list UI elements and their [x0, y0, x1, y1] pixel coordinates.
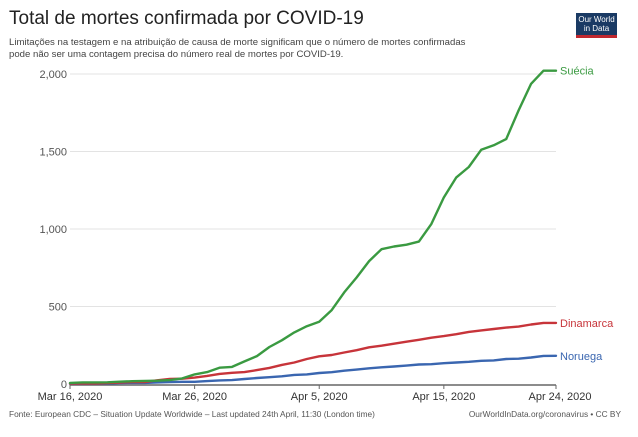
logo-line-1: Our World	[578, 15, 615, 24]
y-tick-label: 500	[49, 302, 67, 314]
grid	[70, 73, 556, 307]
subtitle-line-2: pode não ser uma contagem precisa do núm…	[9, 49, 344, 60]
series-labels: Suécia Dinamarca Noruega	[560, 66, 614, 363]
axes: 0 500 1,000 1,500 2,000 Mar 16, 2020 Mar 26, 2…	[38, 69, 592, 403]
y-tick-label: 2,000	[39, 69, 67, 81]
owid-logo[interactable]: Our World in Data	[576, 13, 617, 38]
chart-title: Total de mortes confirmada por COVID-19	[9, 8, 364, 29]
series	[68, 69, 558, 385]
y-tick-label: 1,500	[39, 147, 67, 159]
x-tick-label: Apr 15, 2020	[412, 391, 475, 403]
series-label-suécia: Suécia	[560, 66, 595, 78]
y-tick-label: 0	[61, 379, 67, 391]
series-line-noruega[interactable]	[68, 354, 558, 385]
x-tick-label: Apr 24, 2020	[529, 391, 592, 403]
x-tick-label: Apr 5, 2020	[291, 391, 348, 403]
series-label-dinamarca: Dinamarca	[560, 318, 614, 330]
credit-link[interactable]: OurWorldInData.org/coronavirus • CC BY	[468, 409, 621, 419]
logo-line-2: in Data	[583, 24, 610, 33]
subtitle-line-1: Limitações na testagem e na atribuição d…	[9, 37, 466, 48]
chart-subtitle: Limitações na testagem e na atribuição d…	[9, 37, 569, 61]
y-tick-label: 1,000	[39, 224, 67, 236]
x-tick-label: Mar 26, 2020	[162, 391, 227, 403]
series-line-suécia[interactable]	[68, 69, 558, 385]
source-note: Fonte: European CDC – Situation Update W…	[9, 409, 375, 419]
x-tick-label: Mar 16, 2020	[38, 391, 103, 403]
series-label-noruega: Noruega	[560, 351, 603, 363]
